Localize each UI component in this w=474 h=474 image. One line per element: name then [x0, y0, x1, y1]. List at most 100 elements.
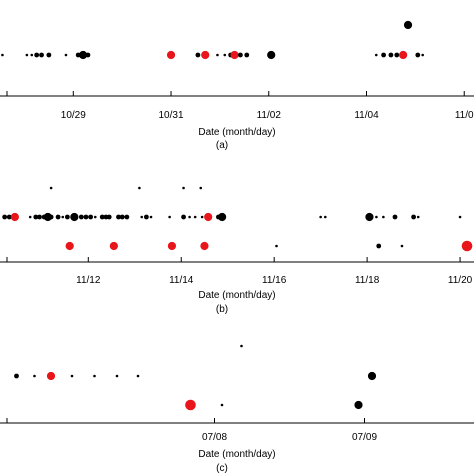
data-point	[61, 215, 65, 219]
data-point	[374, 53, 378, 57]
data-point	[199, 186, 203, 190]
data-point	[143, 214, 149, 220]
data-point	[319, 215, 322, 219]
data-point	[230, 50, 239, 60]
data-point	[267, 50, 276, 60]
data-point	[220, 403, 224, 407]
x-tick-label: 07/08	[202, 432, 227, 443]
data-point	[388, 52, 394, 58]
data-point	[394, 52, 400, 58]
data-point	[365, 212, 374, 222]
data-point	[188, 215, 191, 219]
panel-caption: (a)	[216, 140, 228, 151]
x-axis-title: Date (month/day)	[198, 127, 275, 138]
data-point	[140, 215, 144, 219]
data-point	[14, 373, 19, 379]
data-point	[216, 53, 219, 57]
data-point	[88, 214, 94, 220]
data-point	[93, 374, 96, 378]
data-point	[33, 374, 36, 378]
x-tick-label: 07/09	[352, 432, 377, 443]
data-point	[244, 52, 250, 58]
x-tick-label: 11/20	[448, 275, 473, 286]
x-tick-label: 11/04	[354, 110, 379, 121]
x-tick-label: 11/16	[262, 275, 287, 286]
panel-caption: (c)	[216, 463, 228, 474]
data-point	[83, 214, 89, 220]
data-point	[200, 215, 204, 219]
data-point	[99, 214, 105, 220]
data-point	[167, 241, 177, 251]
data-point	[70, 212, 79, 222]
x-axis-title: Date (month/day)	[198, 290, 275, 301]
data-point	[46, 52, 52, 58]
data-point	[399, 50, 408, 60]
panel-b: 11/12 11/14 11/16 11/18 11/20 Date (month/day…	[0, 186, 474, 315]
data-point	[392, 214, 398, 220]
data-point	[275, 244, 278, 248]
data-point	[381, 52, 386, 58]
data-point	[458, 215, 462, 219]
data-point	[124, 214, 130, 220]
data-point	[136, 374, 140, 378]
panel-caption: (b)	[216, 304, 228, 315]
data-point	[218, 212, 227, 222]
data-point	[28, 215, 32, 219]
data-point	[37, 214, 42, 220]
x-tick-label: 11/0	[455, 110, 474, 121]
x-tick-label: 11/02	[257, 110, 282, 121]
panel-c: 07/08 07/09 Date (month/day) (c)	[0, 344, 474, 474]
data-point	[367, 371, 377, 381]
data-point	[201, 50, 210, 60]
data-point	[30, 53, 34, 57]
data-point	[85, 52, 91, 58]
data-point	[193, 215, 197, 219]
data-point	[416, 215, 420, 219]
data-point	[382, 215, 385, 219]
data-point	[185, 399, 196, 411]
data-point	[200, 241, 209, 251]
data-point	[166, 50, 176, 60]
data-point	[461, 240, 473, 252]
data-point	[168, 215, 171, 219]
data-point	[223, 53, 227, 57]
data-point	[323, 215, 327, 219]
data-point	[55, 214, 61, 220]
data-point	[64, 214, 70, 220]
data-point	[2, 214, 8, 220]
data-point	[116, 214, 121, 220]
x-tick-label: 10/31	[159, 110, 184, 121]
data-point	[375, 215, 378, 219]
x-axis-title: Date (month/day)	[198, 449, 275, 460]
data-point	[78, 50, 88, 60]
data-point	[70, 374, 74, 378]
data-point	[238, 52, 243, 58]
data-point	[415, 52, 421, 58]
data-point	[149, 215, 153, 219]
data-point	[33, 214, 39, 220]
data-point	[240, 344, 243, 348]
x-tick-label: 11/18	[355, 275, 380, 286]
data-point	[10, 212, 19, 222]
data-point	[421, 53, 424, 57]
data-point	[64, 53, 68, 57]
data-point	[182, 186, 185, 190]
data-point	[1, 53, 4, 57]
data-point	[109, 241, 118, 251]
data-point	[354, 400, 363, 410]
data-point	[119, 214, 125, 220]
data-point	[403, 20, 413, 30]
data-point	[411, 214, 416, 220]
data-point	[138, 186, 141, 190]
data-point	[78, 214, 84, 220]
x-tick-label: 11/14	[169, 275, 194, 286]
panel-a: 10/29 10/31 11/02 11/04 11/0 Date (month/day)…	[0, 20, 474, 151]
data-point	[400, 244, 404, 248]
data-point	[39, 52, 44, 58]
data-point	[25, 53, 29, 57]
data-point	[46, 371, 56, 381]
data-point	[34, 52, 40, 58]
data-point	[106, 214, 112, 220]
data-point	[204, 212, 213, 222]
